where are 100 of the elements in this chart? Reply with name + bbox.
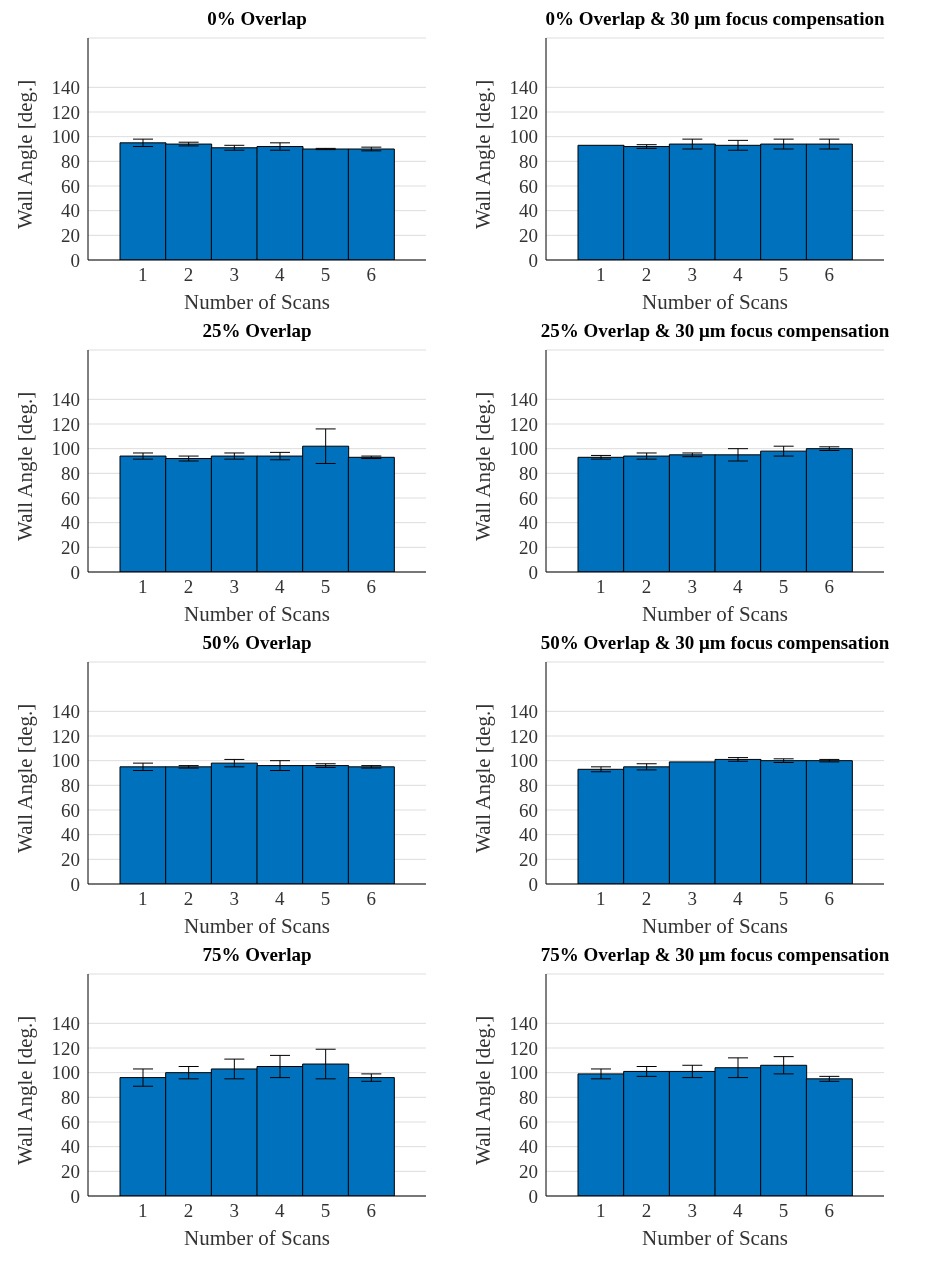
x-tick-label: 6 [366, 888, 376, 910]
x-tick-label: 3 [229, 264, 239, 286]
x-tick-label: 6 [824, 264, 834, 286]
chart-title: 0% Overlap & 30 μm focus compensation [544, 8, 886, 31]
x-tick-label: 5 [778, 576, 789, 598]
y-axis-title: Wall Angle [deg.] [471, 703, 496, 853]
x-axis-title: Number of Scans [642, 289, 788, 314]
x-tick-label: 2 [641, 1200, 652, 1222]
x-axis-title: Number of Scans [184, 601, 330, 626]
y-tick-label: 140 [51, 77, 80, 99]
x-tick-label: 1 [596, 264, 606, 286]
y-tick-label: 0 [70, 873, 80, 895]
y-tick-label: 120 [51, 101, 80, 123]
x-tick-label: 3 [687, 1200, 697, 1222]
y-tick-label: 0 [70, 249, 80, 271]
x-tick-label: 1 [138, 888, 148, 910]
y-tick-label: 100 [509, 438, 538, 460]
y-tick-label: 20 [61, 225, 80, 247]
y-tick-label: 0 [70, 561, 80, 583]
x-axis-title: Number of Scans [184, 913, 330, 938]
y-tick-label: 120 [509, 725, 538, 747]
x-tick-label: 2 [183, 888, 194, 910]
x-tick-label: 4 [275, 888, 286, 910]
x-tick-label: 5 [320, 1200, 331, 1222]
y-tick-label: 0 [528, 249, 538, 271]
y-axis-title: Wall Angle [deg.] [471, 391, 496, 541]
x-tick-label: 4 [275, 1200, 286, 1222]
y-tick-label: 120 [51, 413, 80, 435]
x-tick-label: 6 [366, 576, 376, 598]
y-tick-label: 20 [519, 225, 538, 247]
x-tick-label: 3 [687, 576, 697, 598]
y-tick-label: 80 [61, 1087, 80, 1109]
x-tick-label: 3 [229, 576, 239, 598]
y-tick-label: 120 [509, 413, 538, 435]
x-tick-label: 6 [366, 264, 376, 286]
y-tick-label: 20 [519, 849, 538, 871]
x-tick-label: 1 [596, 888, 606, 910]
y-tick-label: 20 [61, 849, 80, 871]
y-tick-label: 60 [519, 175, 538, 197]
x-tick-label: 3 [229, 1200, 239, 1222]
y-tick-label: 60 [61, 799, 80, 821]
x-axis-title: Number of Scans [184, 1225, 330, 1250]
y-tick-label: 80 [61, 775, 80, 797]
y-tick-label: 60 [519, 487, 538, 509]
x-tick-label: 3 [687, 888, 697, 910]
y-tick-label: 60 [61, 175, 80, 197]
y-tick-label: 140 [51, 389, 80, 411]
y-axis-title: Wall Angle [deg.] [471, 1015, 496, 1165]
y-tick-label: 40 [519, 1136, 538, 1158]
y-tick-label: 120 [509, 1037, 538, 1059]
y-tick-label: 100 [509, 1062, 538, 1084]
y-tick-label: 140 [51, 1013, 80, 1035]
x-tick-label: 6 [366, 1200, 376, 1222]
y-tick-label: 120 [51, 725, 80, 747]
y-tick-label: 0 [70, 1185, 80, 1207]
x-tick-label: 1 [596, 576, 606, 598]
x-tick-label: 3 [229, 888, 239, 910]
x-tick-label: 2 [641, 576, 652, 598]
x-tick-label: 1 [138, 1200, 148, 1222]
x-tick-label: 4 [733, 1200, 744, 1222]
y-tick-label: 120 [509, 101, 538, 123]
y-axis-title: Wall Angle [deg.] [13, 1015, 38, 1165]
x-tick-label: 4 [733, 264, 744, 286]
x-tick-label: 5 [778, 1200, 789, 1222]
x-tick-label: 1 [596, 1200, 606, 1222]
y-tick-label: 100 [509, 750, 538, 772]
y-tick-label: 140 [509, 1013, 538, 1035]
x-tick-label: 2 [641, 888, 652, 910]
y-tick-label: 140 [509, 389, 538, 411]
y-tick-label: 40 [519, 512, 538, 534]
chart-title: 0% Overlap [206, 8, 308, 31]
x-tick-label: 5 [778, 264, 789, 286]
y-tick-label: 60 [519, 799, 538, 821]
x-tick-label: 6 [824, 1200, 834, 1222]
y-tick-label: 140 [51, 701, 80, 723]
y-tick-label: 120 [51, 1037, 80, 1059]
x-tick-label: 1 [138, 576, 148, 598]
y-axis-title: Wall Angle [deg.] [13, 79, 38, 229]
y-tick-label: 80 [519, 1087, 538, 1109]
x-tick-label: 4 [733, 888, 744, 910]
y-axis-title: Wall Angle [deg.] [13, 391, 38, 541]
y-tick-label: 40 [519, 824, 538, 846]
y-tick-label: 0 [528, 1185, 538, 1207]
y-tick-label: 140 [509, 77, 538, 99]
chart-title: 25% Overlap & 30 μm focus compensation [539, 320, 891, 343]
y-tick-label: 100 [51, 438, 80, 460]
x-tick-label: 5 [320, 888, 331, 910]
x-tick-label: 6 [824, 576, 834, 598]
y-tick-label: 40 [519, 200, 538, 222]
x-tick-label: 4 [275, 576, 286, 598]
chart-title: 50% Overlap [201, 632, 313, 655]
y-tick-label: 60 [519, 1111, 538, 1133]
x-tick-label: 5 [320, 264, 331, 286]
y-axis-title: Wall Angle [deg.] [13, 703, 38, 853]
y-tick-label: 80 [61, 151, 80, 173]
x-tick-label: 2 [183, 1200, 194, 1222]
chart-title: 25% Overlap [201, 320, 313, 343]
x-tick-label: 2 [183, 264, 194, 286]
y-tick-label: 0 [528, 561, 538, 583]
y-tick-label: 40 [61, 1136, 80, 1158]
